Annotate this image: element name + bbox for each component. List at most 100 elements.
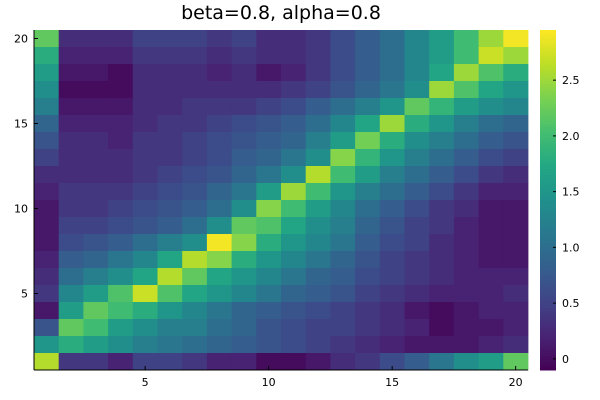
- colorbar-segment: [540, 47, 556, 51]
- heatmap-cell: [503, 115, 529, 133]
- heatmap-cell: [206, 149, 232, 167]
- heatmap-cell: [83, 268, 109, 286]
- heatmap-cell: [330, 217, 356, 235]
- colorbar-segment: [540, 313, 556, 317]
- colorbar-segment: [540, 69, 556, 73]
- heatmap-cell: [305, 319, 331, 337]
- heatmap-cell: [429, 251, 455, 269]
- heatmap-cell: [478, 251, 504, 269]
- colorbar-segment: [540, 336, 556, 340]
- heatmap-cell: [58, 268, 84, 286]
- colorbar: 0 0.5 1.0 1.5 2.0 2.5: [540, 30, 580, 371]
- colorbar-segment: [540, 279, 556, 283]
- colorbar-segment: [540, 285, 556, 289]
- heatmap-cell: [256, 268, 282, 286]
- heatmap-cell: [157, 166, 183, 184]
- colorbar-segment: [540, 341, 556, 345]
- colorbar-segment: [540, 248, 556, 252]
- heatmap-cell: [478, 268, 504, 286]
- heatmap-cell: [182, 98, 208, 116]
- heatmap-cell: [478, 234, 504, 252]
- heatmap-cell: [132, 200, 158, 218]
- heatmap-cell: [429, 149, 455, 167]
- heatmap-cell: [453, 336, 479, 354]
- heatmap-cell: [182, 183, 208, 201]
- heatmap-cell: [404, 98, 430, 116]
- colorbar-segment: [540, 120, 556, 124]
- heatmap-cell: [379, 268, 405, 286]
- heatmap-cell: [330, 353, 356, 371]
- heatmap-cell: [157, 30, 183, 48]
- heatmap-cell: [182, 336, 208, 354]
- heatmap-cell: [132, 353, 158, 371]
- colorbar-segment: [540, 66, 556, 71]
- heatmap-cell: [379, 183, 405, 201]
- heatmap-cell: [453, 319, 479, 337]
- colorbar-segment: [540, 100, 556, 105]
- heatmap-cell: [503, 234, 529, 252]
- heatmap-cell: [108, 166, 134, 184]
- heatmap-cell: [83, 64, 109, 82]
- heatmap-cell: [281, 251, 307, 269]
- colorbar-segment: [540, 177, 556, 181]
- heatmap-cell: [256, 183, 282, 201]
- heatmap-cell: [157, 285, 183, 303]
- heatmap-cell: [83, 166, 109, 184]
- heatmap-cell: [355, 302, 381, 320]
- heatmap-cell: [305, 81, 331, 99]
- heatmap-cell: [231, 217, 257, 235]
- heatmap-cell: [503, 251, 529, 269]
- heatmap-cell: [453, 47, 479, 65]
- heatmap-cell: [157, 319, 183, 337]
- heatmap-cell: [157, 115, 183, 133]
- heatmap-cell: [34, 285, 60, 303]
- heatmap-cell: [453, 285, 479, 303]
- colorbar-segment: [540, 168, 556, 173]
- heatmap-cell: [58, 115, 84, 133]
- colorbar-segment: [540, 143, 556, 147]
- x-tick-label: 20: [509, 376, 523, 389]
- colorbar-segment: [540, 355, 556, 360]
- heatmap-cell: [305, 268, 331, 286]
- heatmap-cell: [182, 30, 208, 48]
- heatmap-cell: [58, 149, 84, 167]
- colorbar-tick-label: 1.5: [562, 186, 580, 199]
- colorbar-segment: [540, 112, 556, 116]
- heatmap-cell: [404, 200, 430, 218]
- heatmap-cell: [503, 81, 529, 99]
- heatmap-cell: [132, 64, 158, 82]
- colorbar-segment: [540, 86, 556, 90]
- heatmap-cell: [182, 268, 208, 286]
- colorbar-tick-label: 2.5: [562, 74, 580, 87]
- heatmap-cell: [34, 353, 60, 371]
- plot-axes: 5 10 15 20 5 10 15 20: [14, 30, 528, 389]
- heatmap-cell: [206, 319, 232, 337]
- heatmap-cell: [281, 183, 307, 201]
- colorbar-segment: [540, 236, 556, 241]
- heatmap-cell: [231, 285, 257, 303]
- heatmap-cell: [404, 251, 430, 269]
- heatmap-cell: [256, 166, 282, 184]
- heatmap-cell: [478, 115, 504, 133]
- heatmap-cell: [83, 30, 109, 48]
- heatmap-cell: [108, 149, 134, 167]
- heatmap-cell: [404, 81, 430, 99]
- heatmap-cell: [83, 115, 109, 133]
- heatmap-cell: [355, 285, 381, 303]
- heatmap-cell: [305, 302, 331, 320]
- heatmap-cell: [256, 64, 282, 82]
- colorbar-segment: [540, 109, 556, 113]
- heatmap-cell: [379, 115, 405, 133]
- colorbar-segment: [540, 72, 556, 76]
- colorbar-segment: [540, 304, 556, 309]
- colorbar-segment: [540, 273, 556, 277]
- heatmap-cell: [132, 234, 158, 252]
- heatmap-cell: [330, 149, 356, 167]
- heatmap-cell: [379, 132, 405, 150]
- colorbar-segment: [540, 242, 556, 246]
- colorbar-segment: [540, 52, 556, 56]
- heatmap-cell: [108, 319, 134, 337]
- heatmap-cell: [503, 132, 529, 150]
- heatmap-cell: [453, 149, 479, 167]
- colorbar-segment: [540, 361, 556, 365]
